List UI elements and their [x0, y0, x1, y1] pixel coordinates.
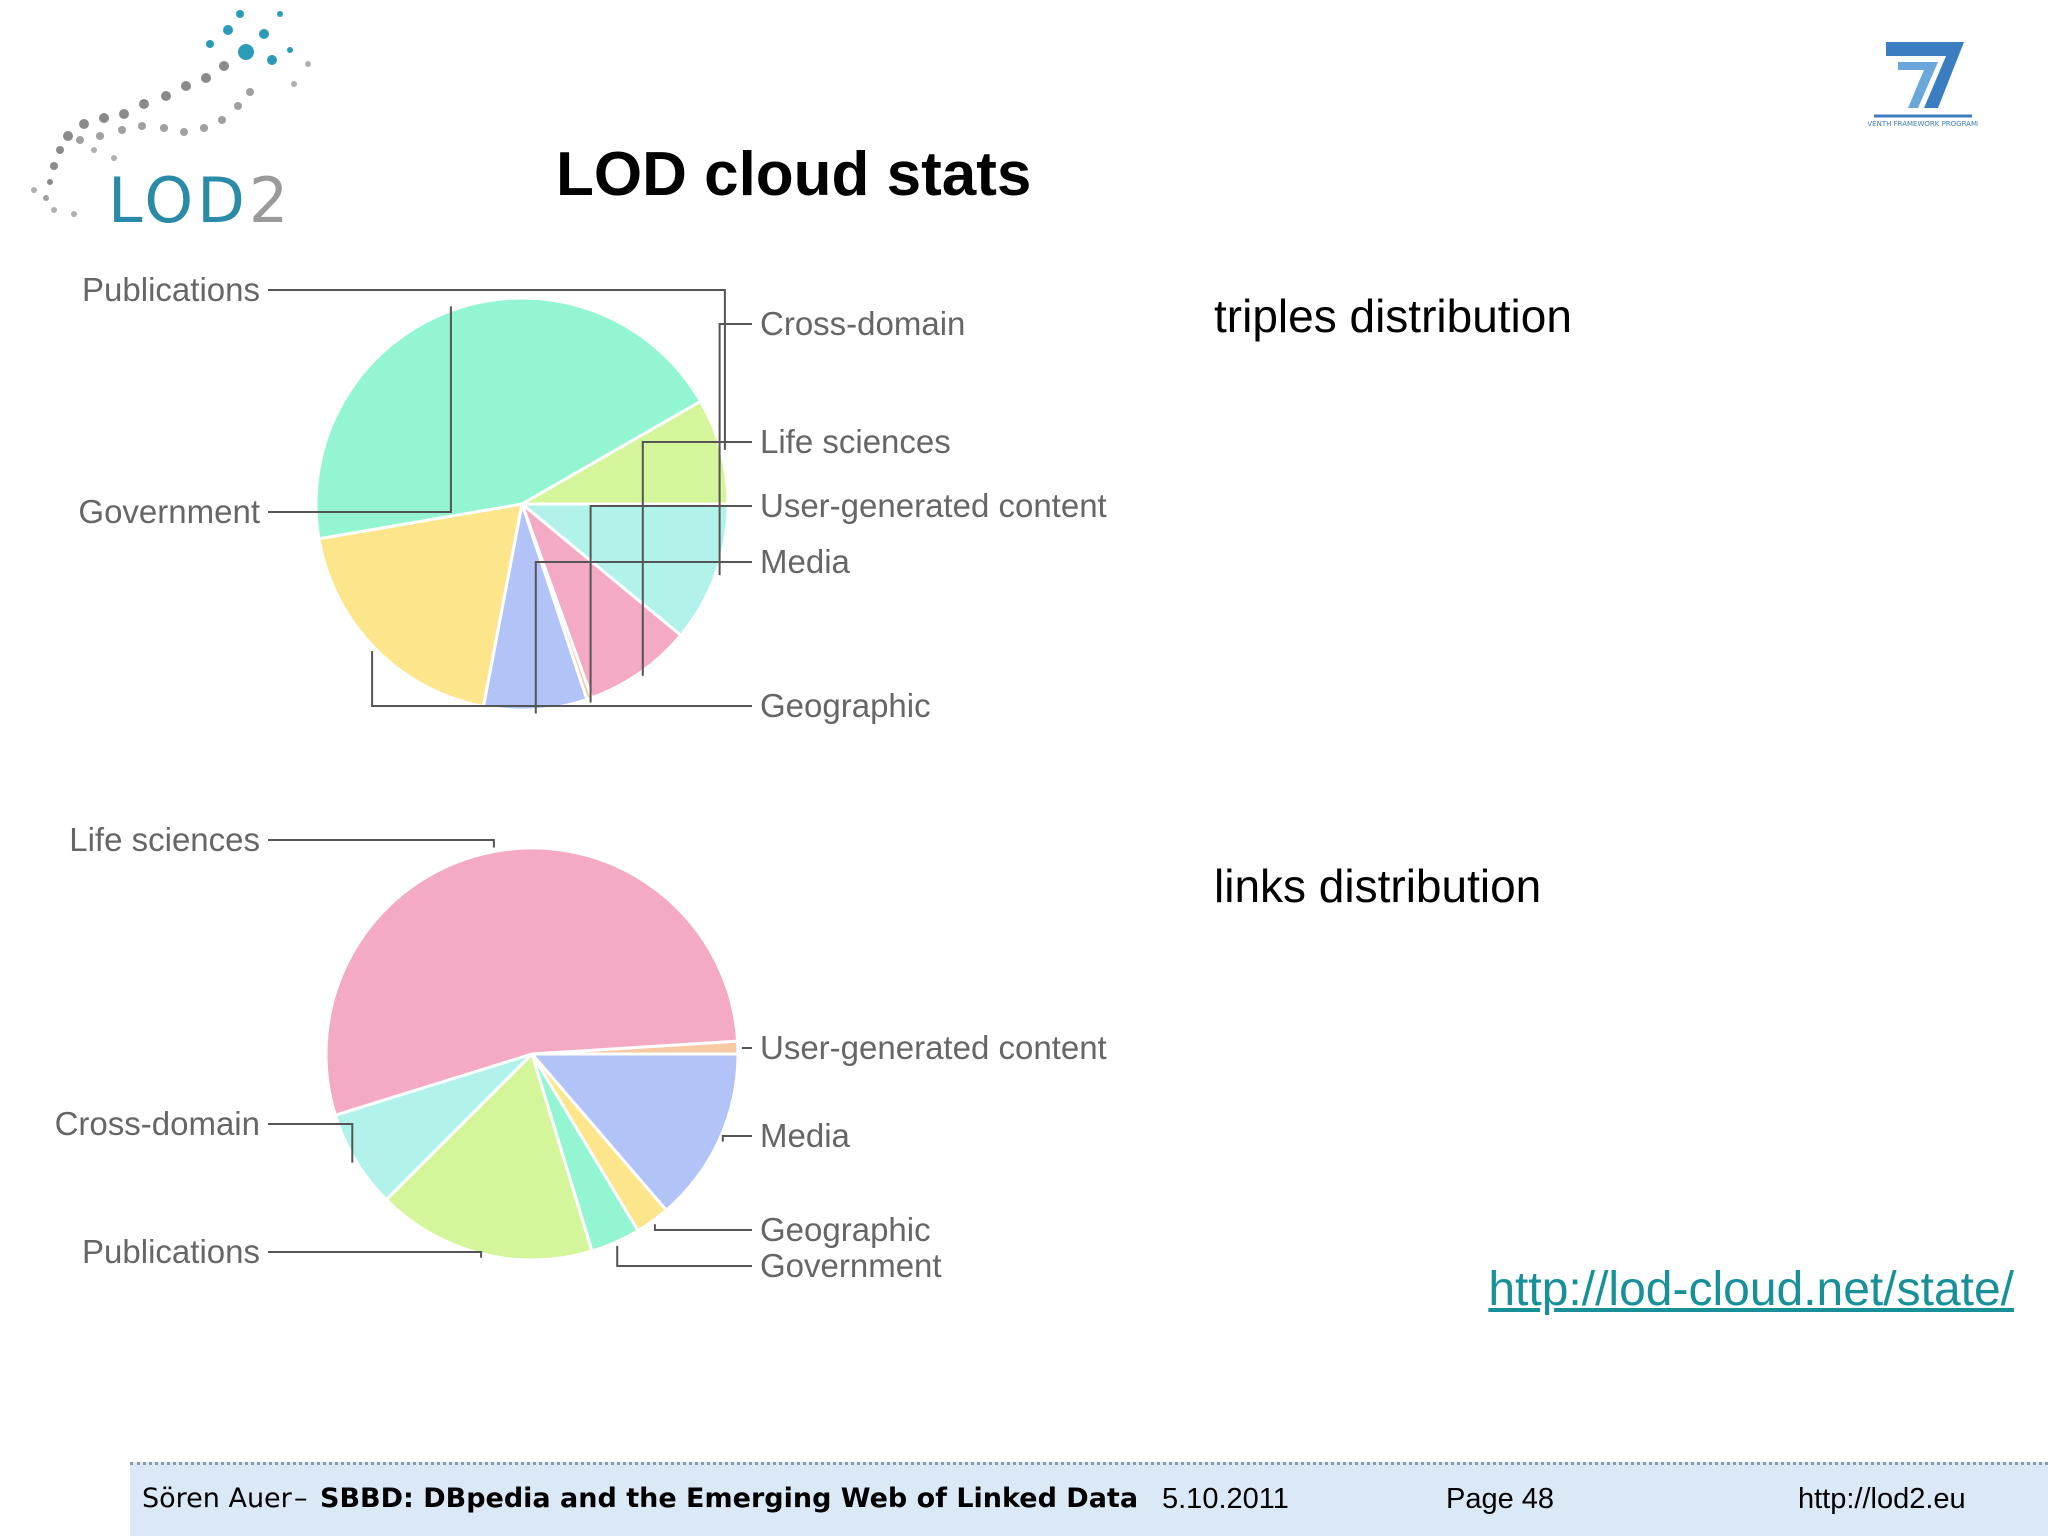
leader-line-media [534, 561, 752, 714]
leader-line-publications [268, 1251, 483, 1258]
footer-page-number: Page 48 [1446, 1483, 1555, 1515]
leader-line-cross-domain [268, 1123, 354, 1163]
slice-label-geographic: Geographic [760, 687, 931, 724]
triples-chart-caption: triples distribution [1214, 290, 1572, 342]
slide-title: LOD cloud stats [556, 140, 1032, 209]
leader-line-media [721, 1135, 752, 1142]
slice-label-life-sciences: Life sciences [760, 423, 951, 460]
pie-slice-media [528, 1052, 740, 1213]
pie-slice-publications [516, 399, 730, 506]
pie-slice-government [314, 296, 703, 541]
footer-talk-title: SBBD: DBpedia and the Emerging Web of Li… [320, 1483, 1139, 1514]
slice-label-government: Government [760, 1247, 942, 1284]
slice-label-government: Government [78, 493, 260, 530]
footer-separator: – [294, 1483, 308, 1514]
leader-line-government [616, 1245, 752, 1267]
pie-slice-geographic [317, 502, 524, 709]
slice-label-publications: Publications [82, 1233, 260, 1270]
slice-label-cross-domain: Cross-domain [55, 1105, 260, 1142]
slice-label-user-generated-content: User-generated content [760, 487, 1107, 524]
pie-slice-cross-domain [333, 1052, 534, 1202]
pie-slice-life-sciences [324, 846, 740, 1118]
svg-text:SEVENTH FRAMEWORK PROGRAMME: SEVENTH FRAMEWORK PROGRAMME [1868, 120, 1978, 128]
slice-label-media: Media [760, 543, 851, 580]
leader-line-user-generated-content [589, 505, 752, 703]
slice-label-cross-domain: Cross-domain [760, 305, 965, 342]
triples-pie-chart: Cross-domain Life sciences User-generated … [78, 271, 1107, 724]
slice-label-publications: Publications [82, 271, 260, 308]
lod2-dots-icon [31, 10, 311, 217]
footer-site-url: http://lod2.eu [1798, 1483, 1966, 1515]
slice-label-geographic: Geographic [760, 1211, 931, 1248]
pie-slice-cross-domain [517, 502, 730, 638]
leader-line-government [268, 306, 452, 513]
leader-line-publications [268, 289, 726, 450]
leader-line-geographic [371, 651, 752, 707]
links-chart-caption: links distribution [1214, 860, 1542, 912]
links-pie-chart: User-generated content Media GeographicGov… [55, 821, 1107, 1284]
slice-label-media: Media [760, 1117, 851, 1154]
fp7-logo-icon: SEVENTH FRAMEWORK PROGRAMME [1868, 42, 1978, 128]
leader-line-life-sciences [641, 441, 752, 676]
leader-line-life-sciences [268, 839, 495, 848]
leader-line-cross-domain [718, 323, 752, 576]
lod2-logo-text: LOD2 [108, 164, 292, 237]
slice-label-user-generated-content: User-generated content [760, 1029, 1107, 1066]
slide-footer: Sören Auer – SBBD: DBpedia and the Emerg… [130, 1462, 2048, 1536]
slice-label-life-sciences: Life sciences [69, 821, 260, 858]
lod2-logo-icon: LOD2 [31, 10, 311, 237]
leader-line-geographic [653, 1224, 752, 1231]
footer-author: Sören Auer [142, 1483, 292, 1514]
pie-slice-life-sciences [518, 499, 683, 700]
footer-date: 5.10.2011 [1162, 1483, 1289, 1515]
source-link[interactable]: http://lod-cloud.net/state/ [1488, 1263, 2014, 1316]
